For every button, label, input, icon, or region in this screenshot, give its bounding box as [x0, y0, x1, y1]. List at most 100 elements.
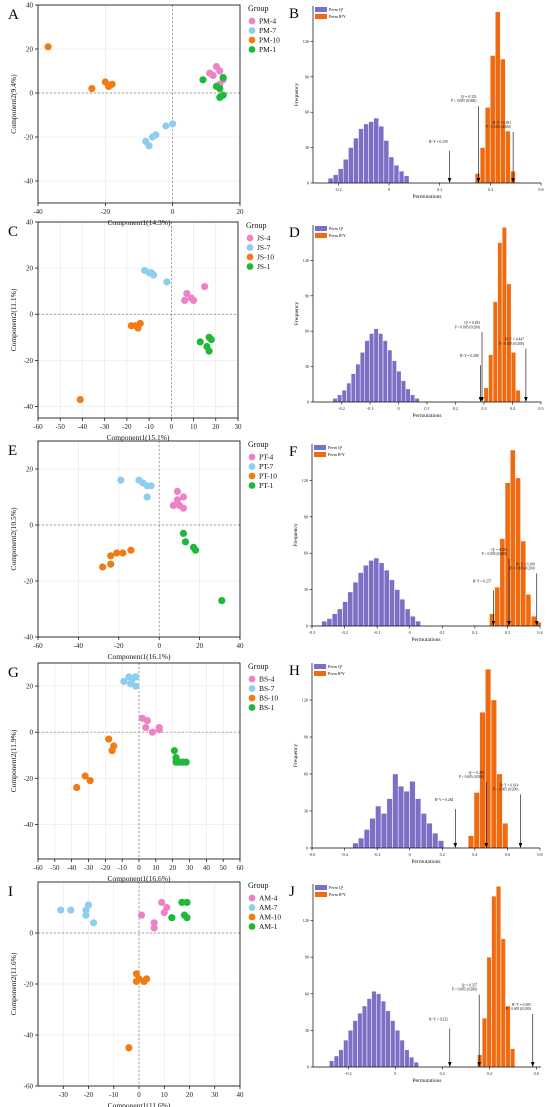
y-tick-label: 0	[30, 311, 34, 319]
histogram-bar-Perm Q²	[369, 333, 374, 403]
histogram-bar-Perm R²Y	[497, 242, 503, 403]
legend-label: PM-7	[259, 26, 276, 35]
histogram-bar-Perm Q²	[358, 837, 364, 849]
x-tick-label: 30	[211, 1091, 219, 1099]
x-tick-label: 0.2	[472, 630, 477, 635]
y-tick-label: 60	[304, 772, 308, 777]
histogram-bar-Perm R²Y	[500, 938, 506, 1068]
histogram-bar-Perm Q²	[404, 175, 410, 184]
scatter-point-PT-10	[107, 560, 115, 568]
histogram-bar-Perm Q²	[382, 340, 388, 403]
x-tick-label: 0.3	[505, 630, 510, 635]
legend-label: BS-4	[259, 675, 275, 684]
y-tick-label: 0	[307, 181, 309, 186]
legend-label: Perm R²Y	[328, 671, 345, 676]
scatter-point-PM-10	[108, 80, 116, 88]
histogram-bar-Perm Q²	[338, 168, 344, 184]
histogram-bar-Perm Q²	[348, 147, 354, 184]
annotation-arrow-head	[518, 843, 523, 848]
y-tick-label: 0	[30, 729, 34, 737]
y-tick-label: 60	[305, 329, 309, 334]
histogram-bar-Perm R²Y	[502, 227, 507, 403]
histogram-bar-Perm Q²	[393, 165, 399, 184]
y-tick-label: 0	[30, 930, 34, 938]
histogram-bar-Perm Q²	[373, 328, 379, 403]
histogram-bar-Perm Q²	[438, 840, 444, 849]
x-tick-label: -0.2	[345, 1071, 352, 1076]
annotation-label: Q² = 0.357	[462, 983, 478, 987]
scatter-point-JS-4	[189, 296, 198, 304]
legend-label: Perm R²Y	[329, 892, 346, 897]
annotation-p-value: P < 0.005 (0/200)	[452, 988, 478, 992]
histogram-bar-Perm Q²	[376, 993, 382, 1068]
histogram-bar-Perm Q²	[409, 1057, 414, 1068]
y-tick-label: -20	[24, 134, 34, 142]
y-tick-label: 90	[304, 514, 308, 519]
y-axis-title: Component2(11.6%)	[9, 952, 18, 1015]
histogram-bar-Perm Q²	[347, 591, 353, 627]
histogram-bar-Perm Q²	[373, 117, 379, 184]
histogram-bar-Perm Q²	[363, 123, 369, 184]
y-tick-label: 120	[303, 39, 309, 44]
annotation-label: R² Y = 0.239	[429, 140, 448, 144]
legend-title: Group	[248, 4, 268, 13]
panel-letter: F	[289, 444, 297, 460]
legend-swatch	[248, 894, 256, 902]
scatter-point-JS-10	[134, 324, 142, 332]
x-tick-label: 20	[212, 423, 220, 431]
legend-title: Group	[248, 881, 268, 890]
scatter-point-PT-4	[169, 501, 177, 509]
y-axis-title: Frequency	[293, 523, 299, 546]
legend-swatch	[314, 664, 326, 669]
x-tick-label: -0.2	[374, 852, 381, 857]
annotation-arrow-head	[507, 621, 511, 626]
histogram-bar-Perm Q²	[362, 1005, 367, 1068]
scatter-point-PT-1	[218, 597, 226, 605]
scatter-point-PT-10	[113, 549, 121, 557]
histogram-bar-Perm Q²	[415, 798, 421, 849]
histogram-bar-Perm Q²	[405, 608, 411, 627]
x-tick-label: 0.4	[537, 630, 543, 635]
x-tick-label: 0.5	[538, 406, 543, 411]
scatter-point-BS-7	[132, 682, 140, 690]
legend-label: BS-1	[259, 703, 275, 712]
x-tick-label: 30	[235, 423, 243, 431]
x-tick-label: 0.1	[440, 630, 445, 635]
annotation-arrow-head	[524, 397, 528, 402]
x-tick-label: -0.6	[309, 852, 316, 857]
scatter-point-PM-7	[148, 133, 157, 141]
x-tick-label: -10	[109, 1091, 119, 1099]
legend-swatch	[314, 671, 326, 676]
legend-label: PT-4	[259, 453, 274, 462]
histogram-bar-Perm R²Y	[491, 896, 497, 1068]
legend-swatch	[248, 36, 256, 44]
scatter-panel-C: -60 -50 -40 -30 -20 -10 0 10 20 30 -40 -20 0 20 40 Comp…	[8, 219, 274, 443]
legend-swatch	[248, 685, 256, 692]
histogram-bar-Perm R²Y	[525, 594, 532, 627]
x-tick-label: 0.8	[537, 852, 542, 857]
y-tick-label: 90	[305, 74, 309, 79]
x-tick-label: 40	[203, 864, 211, 872]
histogram-bar-Perm Q²	[363, 829, 370, 849]
histogram-bar-Perm R²Y	[468, 835, 474, 849]
histogram-bar-Perm Q²	[394, 589, 400, 627]
histogram-bar-Perm Q²	[392, 360, 397, 403]
x-tick-label: -0.4	[341, 852, 349, 857]
annotation-label: Q² = 0.353	[461, 95, 477, 99]
x-tick-label: 30	[186, 864, 194, 872]
legend-title: Group	[248, 440, 268, 449]
scatter-point-JS-4	[181, 296, 189, 304]
histogram-bar-Perm R²Y	[492, 301, 498, 403]
annotation-arrow-head	[476, 178, 481, 183]
x-tick-label: -40	[78, 423, 88, 431]
legend-label: Perm Q²	[329, 226, 344, 231]
legend-label: PM-10	[259, 36, 280, 45]
annotation-arrow-head	[453, 843, 458, 848]
annotation-p-value: P < 0.005 (0/200)	[493, 788, 519, 792]
histogram-bar-Perm Q²	[321, 620, 327, 627]
plot-frame	[37, 440, 241, 638]
legend-label: JS-4	[257, 234, 271, 243]
histogram-bar-Perm Q²	[364, 340, 370, 403]
panel-letter: D	[289, 225, 300, 241]
